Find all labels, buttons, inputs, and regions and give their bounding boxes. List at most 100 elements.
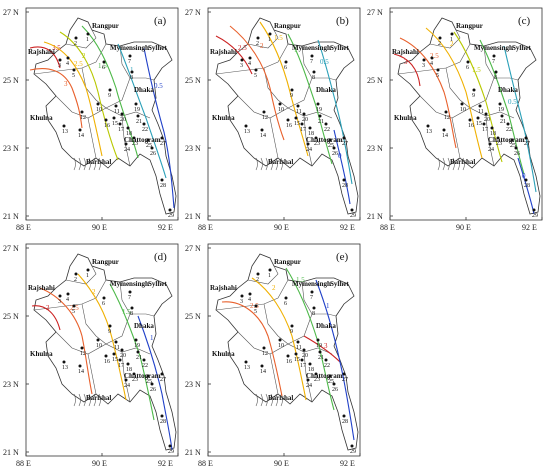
station-marker	[342, 414, 346, 418]
station-marker	[86, 268, 90, 272]
station-number: 2	[74, 277, 77, 283]
delta-line	[275, 157, 278, 171]
station-number: 1	[450, 37, 453, 43]
region-label-sylhet: Sylhet	[148, 44, 167, 52]
division-boundary	[87, 117, 97, 159]
division-boundary	[445, 67, 471, 109]
station-marker	[306, 142, 310, 146]
station-marker	[478, 104, 482, 108]
station-number: 8	[130, 311, 133, 317]
station-marker	[66, 56, 70, 60]
region-label-barishal: Barishal	[268, 158, 293, 166]
y-tick-label: 27 N	[185, 244, 201, 253]
station-marker	[284, 60, 288, 64]
y-tick-label: 23 N	[185, 380, 201, 389]
contour-label: 3	[64, 80, 68, 88]
station-marker	[254, 304, 258, 308]
station-marker	[310, 290, 314, 294]
division-boundary	[105, 77, 131, 109]
station-number: 20	[120, 117, 126, 123]
station-marker	[324, 358, 328, 362]
country-outline	[33, 17, 177, 215]
region-label-chattogram: Chattogram	[124, 372, 161, 380]
contour-label: 2	[260, 42, 264, 50]
x-tick-label: 92 E	[340, 223, 355, 232]
delta-line	[73, 393, 76, 407]
station-number: 2	[438, 41, 441, 47]
contour-line-2.5	[221, 301, 283, 397]
station-number: 16	[468, 123, 474, 129]
y-tick-label: 27 N	[185, 8, 201, 17]
station-number: 4	[248, 297, 251, 303]
contour-label: 3	[404, 58, 408, 66]
y-tick-label: 25 N	[185, 76, 201, 85]
station-number: 15	[294, 357, 300, 363]
station-marker	[134, 338, 138, 342]
station-number: 13	[244, 365, 250, 371]
contour-line-3	[393, 53, 421, 87]
station-number: 9	[290, 329, 293, 335]
y-tick-label: 25 N	[3, 312, 19, 321]
station-marker	[312, 70, 316, 74]
station-marker	[58, 294, 62, 298]
station-number: 16	[286, 123, 292, 129]
station-marker	[314, 136, 318, 140]
station-number: 24	[124, 383, 130, 389]
region-label-barishal: Barishal	[450, 158, 475, 166]
station-marker	[444, 110, 448, 114]
station-number: 23	[132, 141, 138, 147]
delta-line	[78, 157, 81, 171]
y-tick-label: 23 N	[3, 380, 19, 389]
contour-label: 1	[130, 66, 134, 74]
station-number: 10	[278, 107, 284, 113]
station-marker	[442, 128, 446, 132]
region-label-sylhet: Sylhet	[330, 44, 349, 52]
station-marker	[286, 118, 290, 122]
contour-line-0	[333, 129, 351, 205]
map-panel-d: 3 2.5 2 1.5 1 Rangpur Rajshahi Mymensingh Sylhet…	[2, 238, 182, 474]
station-number: 25	[328, 143, 334, 149]
station-marker	[104, 354, 108, 358]
station-marker	[114, 104, 118, 108]
station-marker	[102, 296, 106, 300]
delta-line	[260, 393, 263, 407]
x-tick-label: 88 E	[198, 459, 213, 468]
map-svg-d: 3 2.5 2 1.5 1 Rangpur Rajshahi Mymensingh Sylhet…	[3, 243, 179, 468]
x-tick-label: 88 E	[380, 223, 395, 232]
station-marker	[312, 306, 316, 310]
station-number: 28	[342, 183, 348, 189]
delta-line	[260, 157, 263, 171]
delta-line	[457, 157, 460, 171]
station-marker	[490, 126, 494, 130]
station-marker	[114, 340, 118, 344]
contour-label: 0.5	[154, 82, 163, 90]
station-marker	[294, 116, 298, 120]
station-number: 15	[112, 121, 118, 127]
station-marker	[318, 350, 322, 354]
station-number: 18	[126, 131, 132, 137]
contour-line-2	[59, 31, 119, 161]
contour-line-3	[31, 305, 61, 331]
contour-label: 2.5	[238, 44, 247, 52]
region-label-rajshahi: Rajshahi	[28, 284, 55, 292]
station-marker	[482, 122, 486, 126]
contour-line-1	[287, 33, 333, 165]
station-number: 29	[350, 213, 356, 219]
contour-line-2.5	[39, 287, 93, 395]
y-tick-label: 25 N	[3, 76, 19, 85]
station-marker	[306, 378, 310, 382]
y-tick-label: 25 N	[185, 312, 201, 321]
x-tick-label: 90 E	[92, 223, 107, 232]
station-number: 11	[478, 109, 484, 115]
delta-line	[78, 393, 81, 407]
station-number: 3	[422, 63, 425, 69]
station-marker	[160, 178, 164, 182]
station-marker	[80, 110, 84, 114]
contour-line-2.5	[215, 35, 253, 75]
delta-line	[98, 393, 101, 407]
delta-line	[98, 157, 101, 171]
panel-label: (e)	[336, 251, 349, 263]
station-number: 13	[62, 365, 68, 371]
y-tick-label: 27 N	[367, 8, 383, 17]
